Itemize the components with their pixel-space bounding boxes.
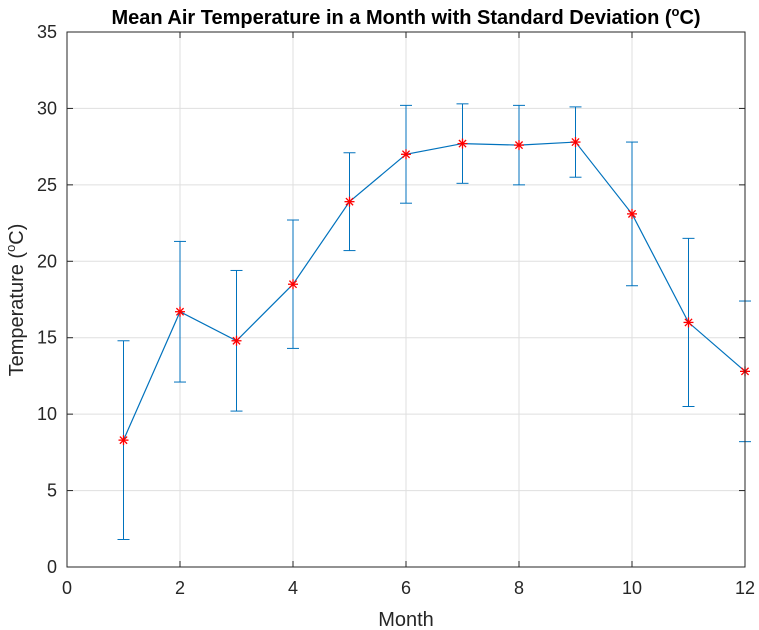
data-point-marker [344, 196, 355, 207]
data-point-marker [457, 138, 468, 149]
data-point-marker [627, 208, 637, 219]
x-tick-label: 12 [735, 578, 755, 598]
data-point-marker [514, 140, 524, 151]
marker-stroke-d2 [232, 336, 241, 345]
marker-stroke-d2 [627, 209, 637, 218]
chart-title: Mean Air Temperature in a Month with Sta… [111, 4, 700, 29]
marker-stroke-d2 [288, 280, 298, 289]
y-tick-label: 30 [37, 98, 57, 118]
marker-stroke-d2 [458, 139, 467, 148]
y-axis-label-text: Temperature ( [6, 252, 28, 377]
marker-stroke-d2 [571, 137, 580, 147]
x-tick-label: 4 [288, 578, 298, 598]
x-tick-label: 10 [622, 578, 642, 598]
x-axis-ticks: 0 2 4 6 8 10 12 [62, 32, 755, 598]
marker-stroke-d2 [401, 150, 411, 159]
x-tick-label: 0 [62, 578, 72, 598]
data-point-marker [570, 137, 581, 148]
y-tick-label: 25 [37, 175, 57, 195]
data-point-marker [118, 435, 129, 446]
series-line [122, 141, 746, 441]
y-tick-label: 20 [37, 251, 57, 271]
chart-title-degree: o [672, 4, 680, 19]
data-markers [118, 137, 750, 446]
y-tick-label: 15 [37, 328, 57, 348]
data-point-marker [288, 279, 298, 290]
data-point-marker [175, 306, 185, 317]
y-tick-label: 0 [47, 557, 57, 577]
y-axis-label: Temperature (oC) [3, 224, 28, 377]
y-tick-label: 10 [37, 404, 57, 424]
y-axis-ticks: 0 5 10 15 20 25 30 35 [37, 22, 745, 577]
data-point-marker [401, 149, 411, 160]
data-point-marker [683, 317, 694, 328]
data-point-marker [231, 335, 242, 346]
x-tick-label: 6 [401, 578, 411, 598]
y-axis-label-unit: C) [6, 224, 28, 245]
marker-stroke-d2 [345, 197, 354, 206]
chart-title-text: Mean Air Temperature in a Month with Sta… [111, 7, 671, 29]
y-axis-label-degree: o [3, 245, 18, 252]
x-tick-label: 8 [514, 578, 524, 598]
marker-stroke-d2 [684, 318, 693, 327]
y-tick-label: 35 [37, 22, 57, 42]
x-axis-label: Month [378, 609, 434, 630]
marker-stroke-d2 [119, 436, 128, 445]
y-tick-label: 5 [47, 481, 57, 501]
chart-title-unit: C) [679, 7, 700, 29]
x-tick-label: 2 [175, 578, 185, 598]
marker-stroke-d2 [514, 141, 524, 150]
marker-stroke-d2 [175, 307, 185, 316]
